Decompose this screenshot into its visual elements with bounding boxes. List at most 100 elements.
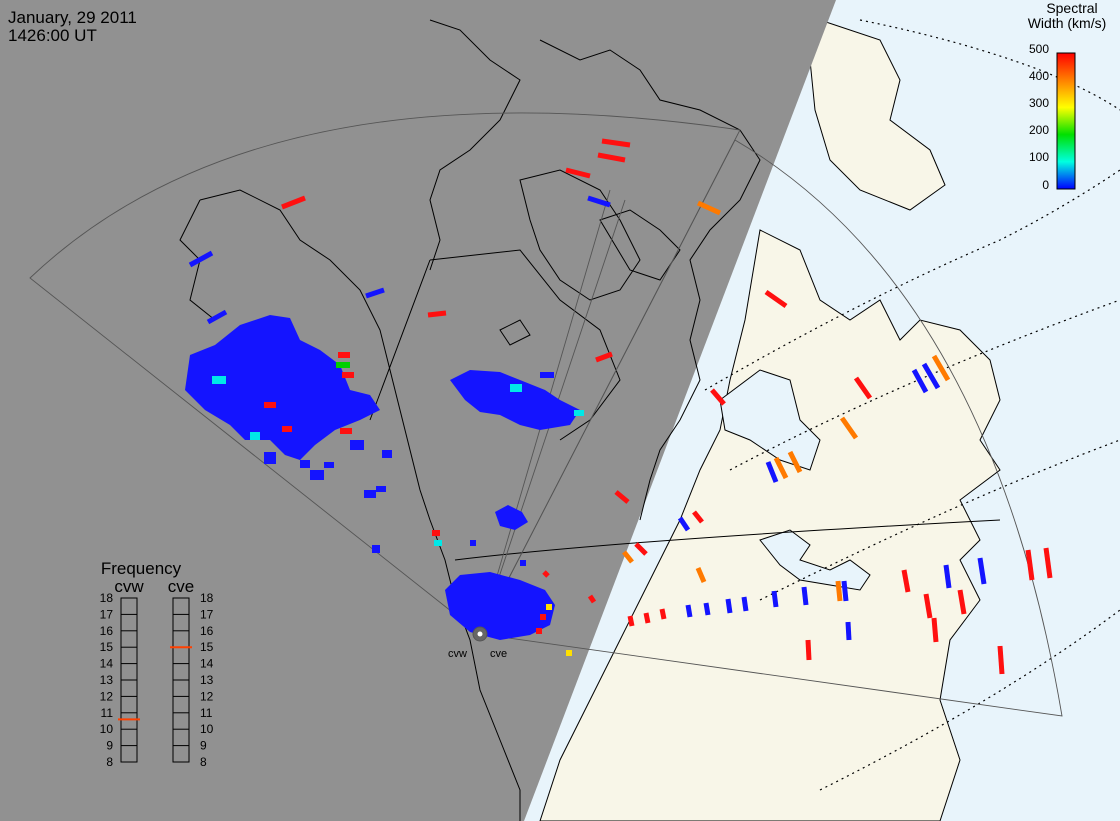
echo-segment bbox=[427, 310, 447, 318]
time-label: 1426:00 UT bbox=[8, 26, 97, 45]
frequency-tick-cve: 9 bbox=[200, 739, 207, 753]
echo-segment bbox=[901, 569, 911, 593]
echo-segment bbox=[696, 200, 722, 216]
echo-segment bbox=[565, 167, 591, 179]
echo-segment bbox=[997, 645, 1005, 675]
echo-segment bbox=[911, 368, 929, 394]
echo-segment bbox=[764, 289, 788, 309]
echo-cell bbox=[510, 384, 522, 392]
echo-cell bbox=[250, 432, 260, 440]
echo-segment bbox=[931, 617, 939, 643]
legend-tick-500: 500 bbox=[1029, 42, 1049, 56]
echo-cell bbox=[470, 540, 476, 546]
frequency-tick-cve: 17 bbox=[200, 607, 214, 621]
night-region bbox=[0, 0, 836, 821]
echo-cell bbox=[204, 358, 220, 372]
echo-cell bbox=[540, 614, 546, 620]
frequency-tick-cve: 12 bbox=[200, 689, 214, 703]
echo-segment bbox=[765, 461, 779, 483]
echo-segment bbox=[771, 590, 779, 608]
echo-cell bbox=[376, 486, 386, 492]
legend-tick-0: 0 bbox=[1042, 178, 1049, 192]
frequency-tick-cve: 16 bbox=[200, 624, 214, 638]
borders bbox=[369, 259, 1001, 561]
radar-label-cvw: cvw bbox=[448, 648, 467, 660]
echo-segment bbox=[695, 567, 707, 583]
echo-cell bbox=[342, 372, 354, 378]
frequency-tick-cvw: 18 bbox=[100, 591, 114, 605]
echo-segment bbox=[977, 557, 987, 585]
echo-segment bbox=[692, 510, 704, 524]
frequency-tick-cvw: 10 bbox=[100, 722, 114, 736]
frequency-tick-cve: 8 bbox=[200, 755, 207, 769]
echo-cell bbox=[324, 462, 334, 468]
echo-segment bbox=[921, 362, 941, 390]
echo-segment bbox=[587, 594, 597, 604]
echo-segment bbox=[685, 604, 693, 618]
echo-cell bbox=[310, 470, 324, 480]
echo-segment bbox=[845, 621, 852, 641]
echo-cell bbox=[264, 452, 276, 464]
echo-segment bbox=[835, 580, 843, 602]
echo-segment bbox=[801, 586, 809, 606]
radar-site-center bbox=[477, 631, 483, 637]
echo-segment bbox=[741, 596, 749, 612]
echo-segment bbox=[601, 138, 631, 148]
echo-cell bbox=[432, 530, 440, 536]
echo-cell bbox=[566, 650, 572, 656]
echo-segment bbox=[634, 542, 648, 556]
echo-segment bbox=[943, 564, 952, 589]
echo-segment bbox=[622, 550, 634, 564]
frequency-tick-cvw: 8 bbox=[106, 755, 113, 769]
echo-cell bbox=[300, 460, 310, 468]
echo-region bbox=[450, 370, 580, 430]
echo-cell bbox=[340, 428, 352, 434]
echo-segment bbox=[614, 490, 630, 504]
echo-cell bbox=[574, 410, 584, 416]
echo-segment bbox=[787, 450, 803, 474]
echo-segment bbox=[839, 416, 859, 440]
echo-segment bbox=[931, 354, 951, 382]
echo-cell bbox=[264, 402, 276, 408]
echo-segment bbox=[703, 602, 711, 616]
echo-segment bbox=[677, 516, 691, 532]
frequency-tick-cve: 10 bbox=[200, 722, 214, 736]
echo-cell bbox=[364, 490, 376, 498]
frequency-tick-cvw: 9 bbox=[106, 739, 113, 753]
frequency-tick-cvw: 13 bbox=[100, 673, 114, 687]
echo-segment bbox=[587, 195, 611, 208]
echo-segment bbox=[1043, 547, 1053, 579]
legend-colorbar bbox=[1056, 52, 1076, 190]
echo-region bbox=[445, 572, 555, 640]
legend-tick-400: 400 bbox=[1029, 69, 1049, 83]
echo-segment bbox=[710, 388, 726, 406]
echo-cell bbox=[372, 545, 380, 553]
frequency-title: Frequency bbox=[101, 559, 182, 578]
echo-cell bbox=[350, 440, 364, 450]
scatter-data bbox=[185, 138, 1053, 675]
echo-cell bbox=[536, 628, 542, 634]
frequency-tick-cvw: 17 bbox=[100, 607, 114, 621]
color-legend: Spectral Width (km/s) 500 400 300 200 10… bbox=[1028, 0, 1107, 192]
echo-cell bbox=[546, 604, 552, 610]
echo-cell bbox=[338, 352, 350, 358]
frequency-tick-cvw: 12 bbox=[100, 689, 114, 703]
echo-cell bbox=[434, 540, 442, 546]
echo-segment bbox=[805, 639, 812, 661]
arctic-island bbox=[809, 19, 946, 211]
frequency-tick-cvw: 14 bbox=[100, 657, 114, 671]
echo-segment bbox=[595, 351, 613, 363]
echo-segment bbox=[1025, 549, 1035, 581]
frequency-tick-cve: 18 bbox=[200, 591, 214, 605]
echo-segment bbox=[643, 612, 651, 624]
echo-segment bbox=[188, 250, 214, 268]
echo-cell bbox=[282, 426, 292, 432]
echo-segment bbox=[725, 598, 733, 614]
frequency-tick-cvw: 16 bbox=[100, 624, 114, 638]
frequency-tick-cve: 13 bbox=[200, 673, 214, 687]
frequency-tick-cvw: 11 bbox=[101, 706, 114, 720]
echo-segment bbox=[923, 593, 933, 619]
daylight-land bbox=[539, 229, 1001, 821]
echo-segment bbox=[853, 376, 873, 400]
